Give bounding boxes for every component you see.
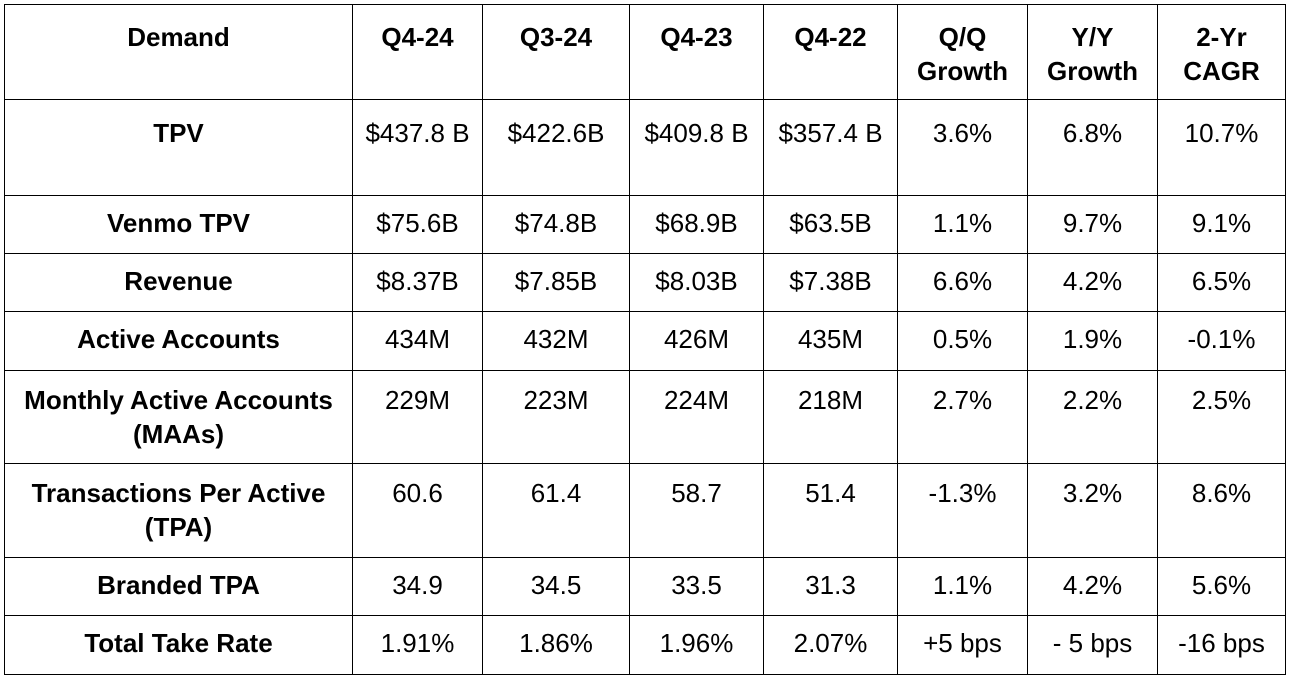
table-cell: $75.6B (352, 195, 483, 254)
table-cell: 2.5% (1157, 370, 1286, 464)
header-q4-24: Q4-24 (352, 4, 483, 100)
table-cell: $63.5B (763, 195, 898, 254)
header-demand: Demand (4, 4, 353, 100)
table-cell: 1.96% (629, 615, 764, 675)
table-cell: 4.2% (1027, 253, 1158, 312)
table-cell: 1.1% (897, 195, 1028, 254)
table-cell: $422.6B (482, 99, 630, 196)
table-cell: 61.4 (482, 463, 630, 558)
table-cell: 2.2% (1027, 370, 1158, 464)
table-cell: 6.5% (1157, 253, 1286, 312)
table-cell: 60.6 (352, 463, 483, 558)
table-cell: 426M (629, 311, 764, 371)
table-row: Monthly Active Accounts (MAAs) 229M 223M… (4, 370, 1286, 464)
table-row: Transactions Per Active (TPA) 60.6 61.4 … (4, 463, 1286, 558)
demand-metrics-table: Demand Q4-24 Q3-24 Q4-23 Q4-22 Q/Q Growt… (4, 4, 1286, 675)
row-label: Venmo TPV (4, 195, 353, 254)
table-cell: $74.8B (482, 195, 630, 254)
demand-table-container: Demand Q4-24 Q3-24 Q4-23 Q4-22 Q/Q Growt… (4, 4, 1286, 675)
table-cell: 432M (482, 311, 630, 371)
table-cell: $437.8 B (352, 99, 483, 196)
header-q3-24: Q3-24 (482, 4, 630, 100)
table-cell: +5 bps (897, 615, 1028, 675)
row-label: Transactions Per Active (TPA) (4, 463, 353, 558)
row-label: Branded TPA (4, 557, 353, 616)
header-q4-23: Q4-23 (629, 4, 764, 100)
table-row: Revenue $8.37B $7.85B $8.03B $7.38B 6.6%… (4, 253, 1286, 312)
table-cell: 4.2% (1027, 557, 1158, 616)
table-row: Venmo TPV $75.6B $74.8B $68.9B $63.5B 1.… (4, 195, 1286, 254)
row-label: Revenue (4, 253, 353, 312)
table-cell: 33.5 (629, 557, 764, 616)
table-row: Branded TPA 34.9 34.5 33.5 31.3 1.1% 4.2… (4, 557, 1286, 616)
table-cell: $7.85B (482, 253, 630, 312)
table-cell: 58.7 (629, 463, 764, 558)
table-cell: 435M (763, 311, 898, 371)
table-cell: 31.3 (763, 557, 898, 616)
table-cell: -1.3% (897, 463, 1028, 558)
row-label: Total Take Rate (4, 615, 353, 675)
table-cell: 3.6% (897, 99, 1028, 196)
table-cell: -16 bps (1157, 615, 1286, 675)
row-label: TPV (4, 99, 353, 196)
table-cell: 3.2% (1027, 463, 1158, 558)
table-cell: 1.91% (352, 615, 483, 675)
table-cell: 2.07% (763, 615, 898, 675)
row-label: Monthly Active Accounts (MAAs) (4, 370, 353, 464)
table-cell: 6.6% (897, 253, 1028, 312)
table-cell: 1.86% (482, 615, 630, 675)
table-cell: 218M (763, 370, 898, 464)
table-row: TPV $437.8 B $422.6B $409.8 B $357.4 B 3… (4, 99, 1286, 196)
table-cell: $7.38B (763, 253, 898, 312)
table-cell: 229M (352, 370, 483, 464)
table-cell: 8.6% (1157, 463, 1286, 558)
table-row: Total Take Rate 1.91% 1.86% 1.96% 2.07% … (4, 615, 1286, 675)
table-cell: $68.9B (629, 195, 764, 254)
table-cell: 2.7% (897, 370, 1028, 464)
table-cell: 6.8% (1027, 99, 1158, 196)
table-cell: 34.5 (482, 557, 630, 616)
table-cell: $409.8 B (629, 99, 764, 196)
table-cell: 10.7% (1157, 99, 1286, 196)
table-cell: 9.7% (1027, 195, 1158, 254)
header-q4-22: Q4-22 (763, 4, 898, 100)
table-cell: - 5 bps (1027, 615, 1158, 675)
table-cell: 0.5% (897, 311, 1028, 371)
table-cell: $8.37B (352, 253, 483, 312)
table-cell: 9.1% (1157, 195, 1286, 254)
header-row: Demand Q4-24 Q3-24 Q4-23 Q4-22 Q/Q Growt… (4, 4, 1286, 100)
header-yy-growth: Y/Y Growth (1027, 4, 1158, 100)
table-cell: 5.6% (1157, 557, 1286, 616)
table-cell: 224M (629, 370, 764, 464)
row-label: Active Accounts (4, 311, 353, 371)
header-2yr-cagr: 2-Yr CAGR (1157, 4, 1286, 100)
table-cell: 1.1% (897, 557, 1028, 616)
table-cell: -0.1% (1157, 311, 1286, 371)
table-cell: 34.9 (352, 557, 483, 616)
table-cell: $8.03B (629, 253, 764, 312)
table-cell: 223M (482, 370, 630, 464)
table-cell: 434M (352, 311, 483, 371)
table-cell: 1.9% (1027, 311, 1158, 371)
table-row: Active Accounts 434M 432M 426M 435M 0.5%… (4, 311, 1286, 371)
header-qq-growth: Q/Q Growth (897, 4, 1028, 100)
table-cell: $357.4 B (763, 99, 898, 196)
table-cell: 51.4 (763, 463, 898, 558)
